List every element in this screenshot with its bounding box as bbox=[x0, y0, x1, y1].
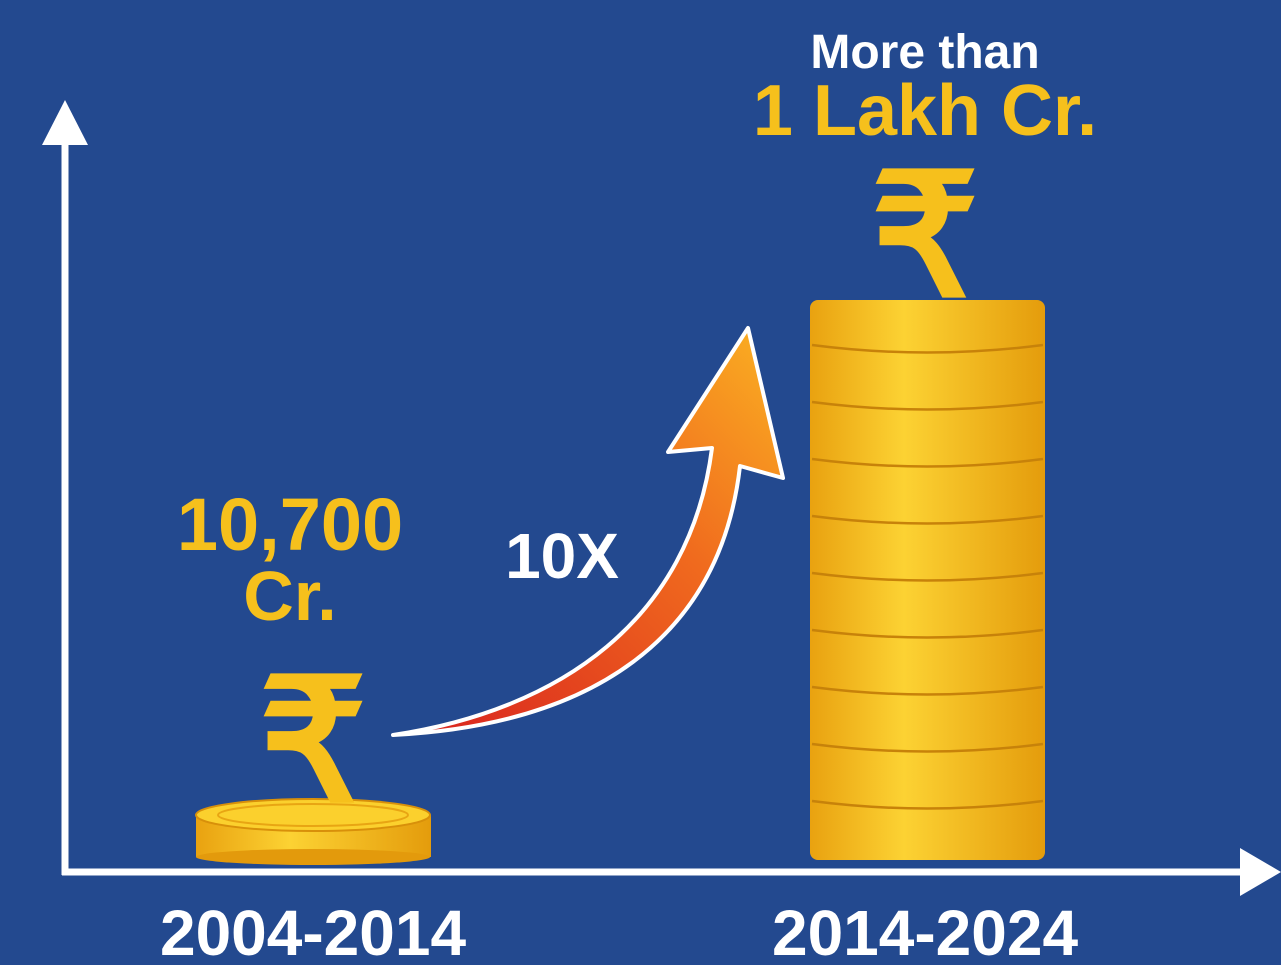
rupee-symbol: ₹ bbox=[871, 142, 979, 332]
amount-prefix: More than bbox=[810, 26, 1039, 79]
unit: Cr. bbox=[243, 557, 336, 635]
coin-stack bbox=[810, 300, 1045, 860]
period-label: 2014-2024 bbox=[772, 897, 1078, 965]
growth-label: 10X bbox=[505, 520, 619, 592]
amount: 10,700 bbox=[177, 483, 403, 566]
single-coin bbox=[195, 798, 431, 865]
growth-arrow bbox=[391, 326, 785, 737]
axes bbox=[42, 100, 1281, 896]
period-label: 2004-2014 bbox=[160, 897, 466, 965]
amount: 1 Lakh Cr. bbox=[753, 71, 1097, 151]
rupee-symbol: ₹ bbox=[259, 647, 367, 837]
